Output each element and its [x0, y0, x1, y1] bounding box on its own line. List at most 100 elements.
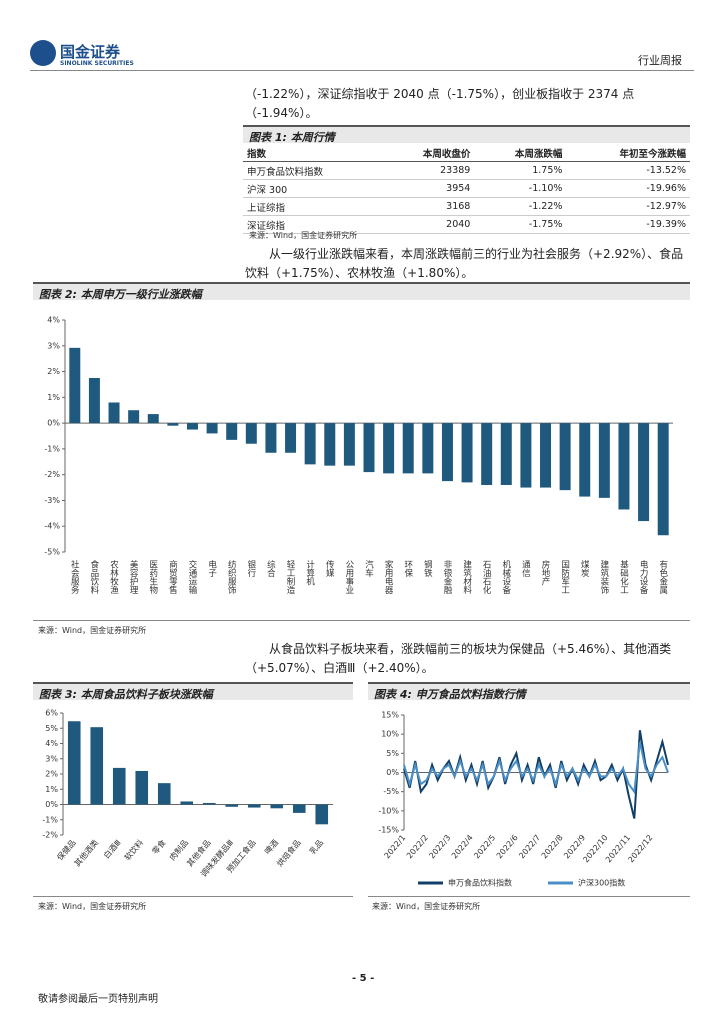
y-tick-label: 15%	[381, 711, 399, 720]
bar	[520, 423, 532, 488]
bar	[324, 423, 336, 466]
y-tick-label: 6%	[45, 709, 58, 718]
y-tick-label: -2%	[42, 831, 58, 840]
x-tick-label: 汽车	[364, 559, 374, 578]
x-tick-label: 软饮料	[122, 837, 145, 862]
legend-label: 申万食品饮料指数	[448, 878, 512, 888]
y-tick-label: -1%	[44, 444, 60, 453]
x-tick-label: 肉制品	[167, 837, 190, 862]
table-row: 上证综指 3168 -1.22% -12.97%	[243, 197, 690, 216]
bar	[202, 802, 216, 805]
table-cell: 3168	[382, 197, 475, 216]
y-tick-label: 2%	[45, 770, 58, 779]
x-tick-label: 2022/2	[405, 833, 430, 860]
bar	[441, 423, 453, 482]
bar	[265, 423, 277, 453]
source: 来源：Wind，国金证券研究所	[372, 902, 481, 911]
x-tick-label: 2022/3	[427, 833, 452, 860]
x-tick-label: 啤酒	[262, 837, 280, 856]
paragraph: 从一级行业涨跌幅来看，本周涨跌幅前三的行业为社会服务（+2.92%）、食品饮料（…	[245, 247, 684, 280]
y-tick-label: -1%	[42, 815, 58, 824]
y-tick-label: 4%	[45, 739, 58, 748]
y-tick-label: 10%	[381, 730, 399, 739]
y-tick-label: -2%	[44, 470, 60, 479]
x-tick-label: 家用电器	[383, 559, 393, 595]
bar	[292, 804, 306, 813]
chart: -5% -4% -3% -2% -1% 0% 1% 2% 3% 4% 社会服务 食品饮料 农林牧渔 美容护…	[44, 316, 673, 595]
bar	[638, 423, 650, 522]
y-tick-label: 0%	[386, 768, 399, 777]
x-tick-label: 钢铁	[422, 559, 432, 578]
source: 来源：Wind，国金证券研究所	[38, 902, 147, 911]
y-tick-label: 1%	[45, 785, 58, 794]
bar	[108, 402, 120, 424]
x-tick-label: 房地产	[540, 559, 550, 586]
x-tick-label: 白酒Ⅲ	[101, 837, 122, 860]
bar	[186, 423, 198, 430]
x-tick-label: 交通运输	[187, 559, 197, 595]
x-tick-label: 农林牧渔	[109, 559, 119, 594]
bar	[112, 767, 126, 805]
bar	[618, 423, 630, 510]
x-tick-label: 国防军工	[560, 560, 570, 594]
table-cell: 1.75%	[474, 161, 567, 180]
column-header: 年初至今涨跌幅	[566, 145, 690, 162]
x-tick-label: 有色金属	[658, 559, 668, 595]
table: 指数 本周收盘价 本周涨跌幅 年初至今涨跌幅 申万食品饮料指数 23389 1.75% -13…	[243, 145, 690, 234]
table-cell: -19.96%	[566, 179, 690, 198]
report-type: 行业周报	[638, 54, 682, 67]
x-tick-label: 电子	[207, 559, 217, 577]
y-tick-label: 1%	[47, 393, 60, 402]
column-header: 指数	[243, 145, 383, 162]
table-row: 申万食品饮料指数 23389 1.75% -13.52%	[243, 161, 690, 180]
bar	[559, 423, 571, 491]
bar	[69, 347, 81, 424]
x-tick-label: 医药生物	[148, 560, 158, 595]
table-cell: 2040	[382, 215, 475, 234]
table-cell: -1.22%	[474, 197, 567, 216]
bar	[206, 423, 218, 434]
x-tick-label: 2022/1	[382, 833, 407, 860]
logo-icon	[30, 40, 56, 66]
table-cell: 深证综指	[243, 215, 383, 234]
bar	[245, 423, 257, 444]
bar	[67, 721, 81, 805]
bar	[315, 804, 329, 825]
table-cell: -19.39%	[566, 215, 690, 234]
y-tick-label: -5%	[44, 548, 60, 557]
y-tick-label: -5%	[383, 787, 399, 796]
paragraph: 从食品饮料子板块来看，涨跌幅前三的板块为保健品（+5.46%）、其他酒类（+5.…	[245, 642, 672, 675]
header-rule	[30, 70, 694, 71]
y-tick-label: 3%	[45, 754, 58, 763]
rule	[33, 896, 353, 897]
x-tick-label: 烘焙食品	[274, 837, 302, 868]
bar	[598, 423, 610, 498]
chart-title: 图表 4: 申万食品饮料指数行情	[368, 682, 690, 701]
table-header: 指数 本周收盘价 本周涨跌幅 年初至今涨跌幅	[243, 145, 690, 162]
chart: -15%-10%-5%0%5%10%15%2022/12022/22022/32…	[378, 711, 669, 888]
y-tick-label: 4%	[47, 316, 60, 325]
x-tick-label: 公用事业	[344, 560, 354, 594]
y-tick-label: 5%	[386, 749, 399, 758]
bar	[343, 423, 355, 466]
x-tick-label: 零食	[150, 837, 168, 856]
table-cell: 23389	[382, 161, 475, 180]
y-tick-label: 0%	[45, 800, 58, 809]
source: 来源：Wind，国金证券研究所	[38, 626, 147, 635]
x-tick-label: 商贸零售	[167, 559, 177, 595]
bar	[128, 410, 140, 424]
bar	[422, 423, 434, 474]
bar	[402, 423, 414, 474]
page-number: - 5 -	[352, 973, 375, 984]
x-tick-label: 建筑材料	[462, 559, 472, 595]
x-tick-label: 2022/8	[540, 833, 565, 860]
bar	[285, 423, 297, 453]
x-tick-label: 综合	[265, 559, 275, 578]
y-tick-label: 5%	[45, 724, 58, 733]
bar	[363, 423, 375, 473]
bar	[88, 378, 100, 424]
x-tick-label: 建筑装饰	[599, 559, 609, 595]
bar	[383, 423, 395, 474]
table-cell: -1.10%	[474, 179, 567, 198]
